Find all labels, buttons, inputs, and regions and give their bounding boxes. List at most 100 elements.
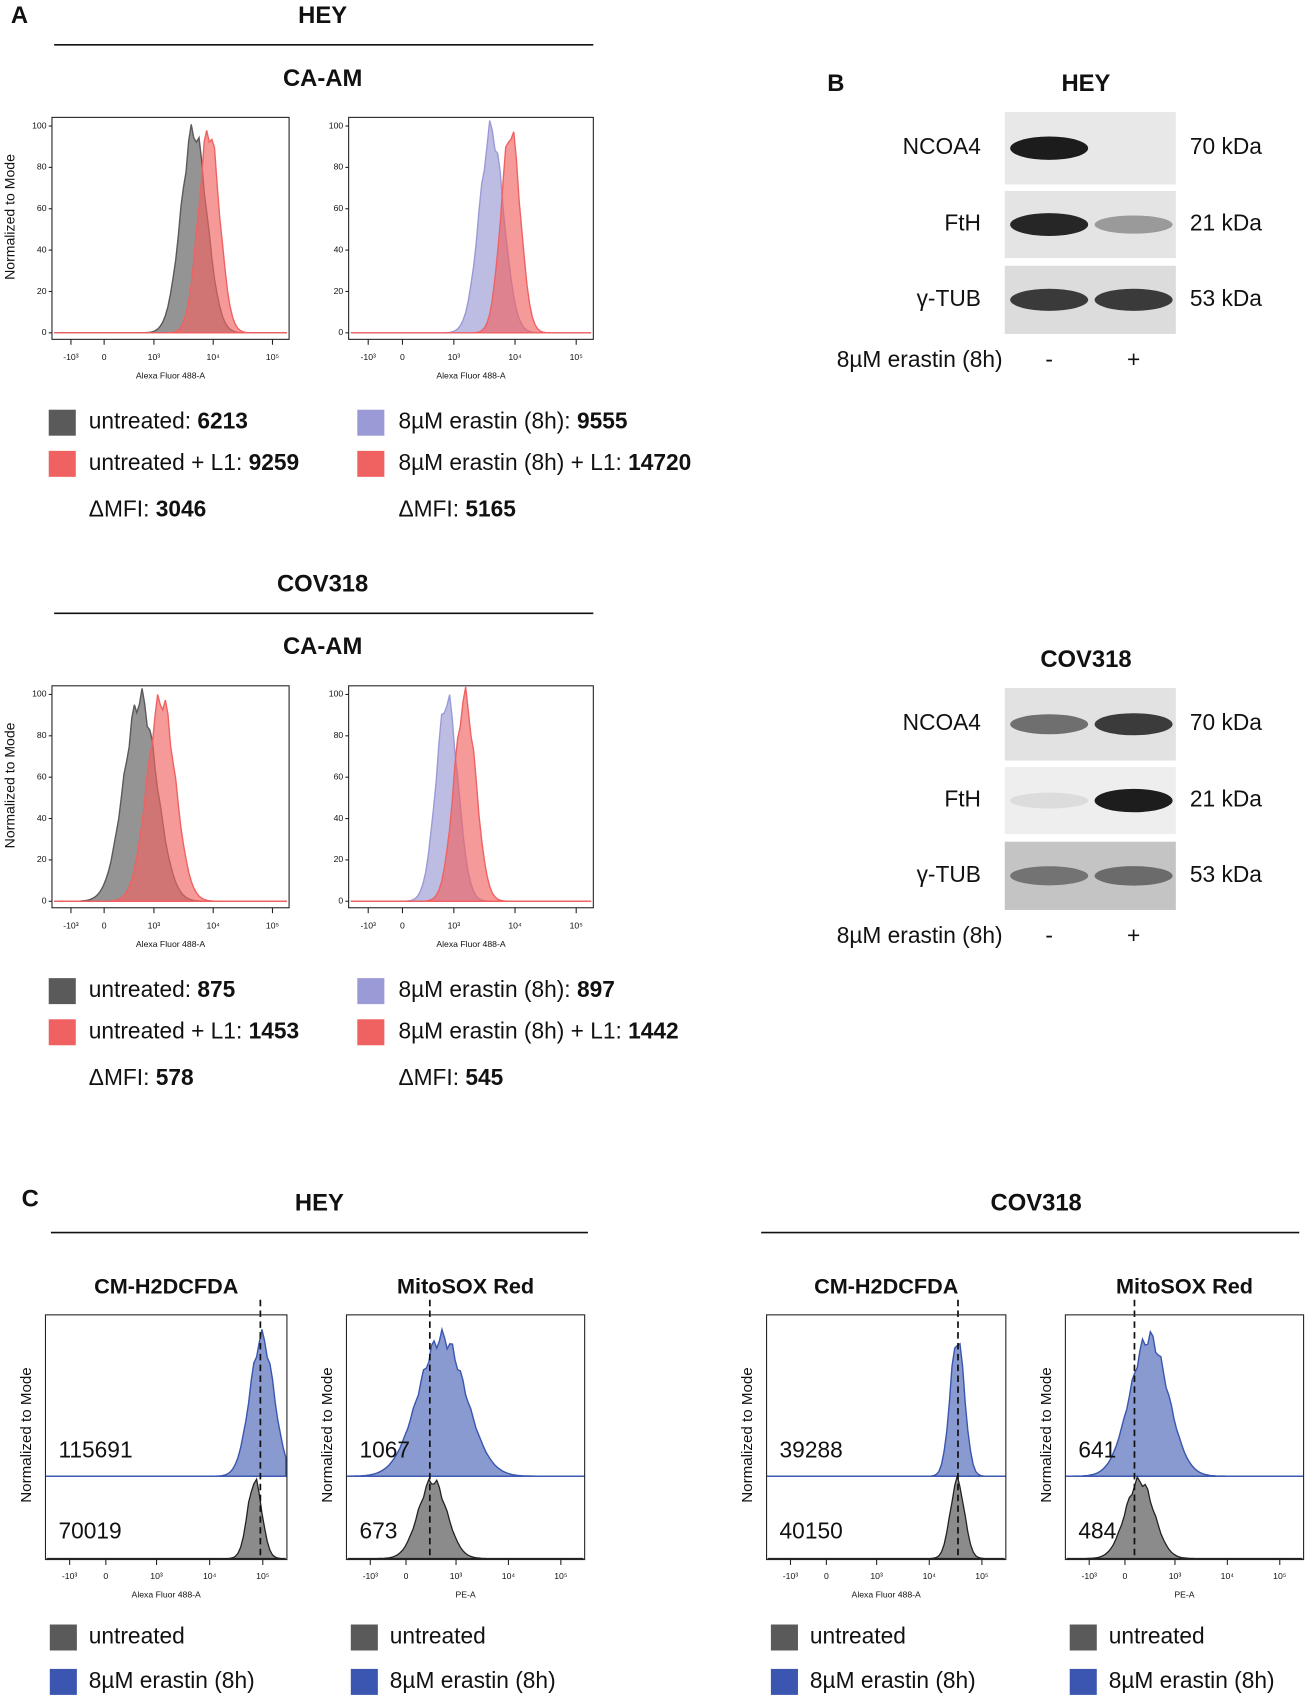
legend-label: untreated xyxy=(810,1623,906,1649)
mfi-value: 484 xyxy=(1078,1517,1116,1543)
x-tick-label: 10³ xyxy=(870,1571,883,1581)
x-tick-label: 10⁴ xyxy=(923,1571,937,1581)
legend-label: 8µM erastin (8h) xyxy=(89,1667,255,1693)
legend-label: untreated + L1: xyxy=(89,449,242,475)
band xyxy=(1094,788,1173,813)
band xyxy=(1094,866,1173,886)
mfi-value: 673 xyxy=(359,1517,397,1543)
plot-frame xyxy=(51,116,290,340)
x-tick-label: 0 xyxy=(1123,1571,1128,1581)
delta-value: 578 xyxy=(156,1064,194,1090)
lane-label: - xyxy=(1045,346,1053,372)
y-tick-label: 0 xyxy=(42,896,47,906)
y-axis-label: Normalized to Mode xyxy=(319,1367,336,1502)
x-tick-label: 0 xyxy=(102,920,107,930)
legend-label: 8µM erastin (8h): xyxy=(398,408,570,434)
mfi-value: 641 xyxy=(1078,1436,1116,1462)
x-tick-label: 10³ xyxy=(448,352,461,362)
x-tick-label: -10³ xyxy=(361,352,377,362)
protein-label: NCOA4 xyxy=(903,709,981,735)
delta-mfi: ΔMFI: 545 xyxy=(398,1064,503,1090)
x-tick-label: 10⁵ xyxy=(266,920,280,930)
band xyxy=(1010,136,1089,160)
x-tick-label: 10⁴ xyxy=(502,1571,516,1581)
x-tick-label: 0 xyxy=(404,1571,409,1581)
x-tick-label: 10⁵ xyxy=(570,920,584,930)
lane-label: + xyxy=(1127,922,1140,948)
legend-entry: untreated + L1: 9259 xyxy=(89,449,299,475)
y-tick-label: 100 xyxy=(32,689,47,699)
legend-swatch xyxy=(770,1624,798,1651)
legend-swatch xyxy=(48,409,76,436)
y-tick-label: 40 xyxy=(334,813,344,823)
y-tick-label: 0 xyxy=(338,896,343,906)
legend-label: 8µM erastin (8h) + L1: xyxy=(398,449,621,475)
section-title: HEY xyxy=(298,2,347,29)
delta-label: ΔMFI: xyxy=(398,495,459,521)
histogram xyxy=(54,124,287,334)
legend-label: 8µM erastin (8h) + L1: xyxy=(398,1017,621,1043)
legend-swatch xyxy=(1069,1624,1097,1651)
band xyxy=(1010,288,1089,311)
panel-label: B xyxy=(827,70,844,97)
legend-swatch xyxy=(350,1624,378,1651)
legend-entry: 8µM erastin (8h) + L1: 14720 xyxy=(398,449,691,475)
legend-label: untreated xyxy=(1109,1623,1205,1649)
y-tick-label: 100 xyxy=(32,120,47,130)
y-tick-label: 20 xyxy=(37,854,47,864)
y-tick-label: 40 xyxy=(334,244,344,254)
band xyxy=(1010,213,1089,237)
stain-title: CM-H2DCFDA xyxy=(94,1274,239,1299)
y-tick-label: 0 xyxy=(338,327,343,337)
x-tick-label: -10³ xyxy=(1082,1571,1098,1581)
delta-label: ΔMFI: xyxy=(89,1064,150,1090)
y-axis-label: Normalized to Mode xyxy=(18,1367,35,1502)
legend-entry: untreated: 6213 xyxy=(89,408,248,434)
plot-frame xyxy=(348,685,594,909)
group-title: COV318 xyxy=(991,1190,1082,1217)
protein-label: FtH xyxy=(944,210,981,236)
plot-frame xyxy=(766,1314,1007,1561)
legend-value: 14720 xyxy=(628,449,691,475)
histogram xyxy=(350,120,592,334)
mfi-value: 115691 xyxy=(58,1436,132,1462)
legend-label: 8µM erastin (8h): xyxy=(398,976,570,1002)
x-tick-label: 10³ xyxy=(1169,1571,1182,1581)
stain-title: MitoSOX Red xyxy=(397,1274,534,1299)
blot-title: HEY xyxy=(1061,70,1110,97)
x-tick-label: 10⁵ xyxy=(1273,1571,1287,1581)
y-axis-label: Normalized to Mode xyxy=(2,722,18,848)
legend-label: untreated xyxy=(89,1623,185,1649)
mfi-value: 39288 xyxy=(780,1436,843,1462)
plot-frame xyxy=(1064,1314,1305,1561)
panel-label: A xyxy=(11,2,28,29)
protein-label: γ-TUB xyxy=(917,861,981,887)
legend-swatch xyxy=(770,1668,798,1695)
y-tick-label: 20 xyxy=(37,286,47,296)
x-tick-label: 0 xyxy=(103,1571,108,1581)
legend-swatch xyxy=(49,1624,77,1651)
x-tick-label: -10³ xyxy=(63,920,79,930)
x-tick-label: -10³ xyxy=(62,1571,78,1581)
legend-value: 6213 xyxy=(197,408,248,434)
legend-label: 8µM erastin (8h) xyxy=(390,1667,556,1693)
legend-swatch xyxy=(357,1019,385,1046)
y-tick-label: 60 xyxy=(37,771,47,781)
lane-label: + xyxy=(1127,346,1140,372)
legend-entry: untreated + L1: 1453 xyxy=(89,1017,299,1043)
legend-swatch xyxy=(48,450,76,477)
x-tick-label: 10³ xyxy=(448,920,461,930)
legend-value: 875 xyxy=(197,976,235,1002)
legend-entry: 8µM erastin (8h): 897 xyxy=(398,976,614,1002)
legend-swatch xyxy=(48,1019,76,1046)
x-tick-label: -10³ xyxy=(363,1571,379,1581)
legend-value: 897 xyxy=(577,976,615,1002)
x-tick-label: 10³ xyxy=(450,1571,463,1581)
x-tick-label: 0 xyxy=(824,1571,829,1581)
band xyxy=(1010,792,1089,809)
x-tick-label: 0 xyxy=(400,920,405,930)
stain-title: CA-AM xyxy=(283,633,362,660)
legend-swatch xyxy=(49,1668,77,1695)
y-tick-label: 100 xyxy=(329,120,344,130)
